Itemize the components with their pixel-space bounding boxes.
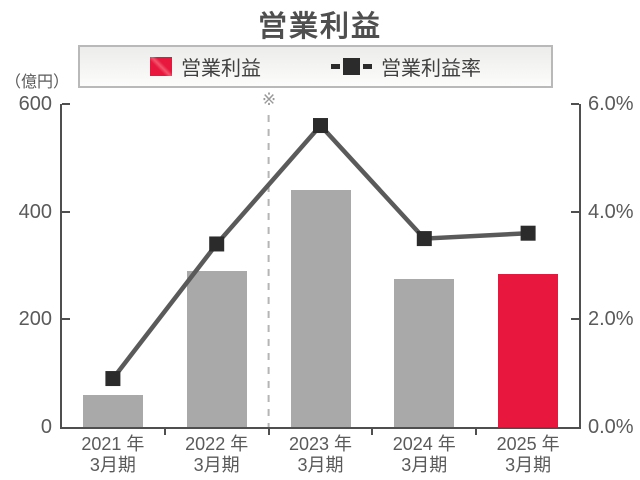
chart-title: 営業利益 <box>257 11 382 43</box>
x-boundary-tick-4 <box>475 429 478 435</box>
line-marker-4 <box>416 231 432 247</box>
operating-margin-line <box>111 122 529 380</box>
x-axis-label-3: 2023 年 3月期 <box>288 434 353 475</box>
legend-bar-label: 営業利益 <box>181 58 261 80</box>
line-marker-1 <box>105 371 121 387</box>
y-axis-left <box>60 104 62 429</box>
left-tick-200 <box>62 318 70 321</box>
x-axis-label-5: 2025 年 3月期 <box>496 434 560 475</box>
left-axis-tick-label: 200 <box>18 308 52 331</box>
bar-1 <box>82 394 143 427</box>
bar-4 <box>394 279 455 427</box>
left-axis-tick-label: 600 <box>18 93 52 115</box>
x-boundary-tick-2 <box>267 429 270 435</box>
x-boundary-tick-1 <box>163 429 166 435</box>
right-axis-tick-label: 0.0% <box>588 416 634 438</box>
footnote-marker: ※ <box>261 90 277 109</box>
left-axis-tick-label: 400 <box>18 200 52 223</box>
left-tick-400 <box>62 210 70 213</box>
right-axis-tick-label: 6.0% <box>588 93 634 115</box>
x-axis-label-4: 2024 年 3月期 <box>392 434 456 475</box>
x-boundary-tick-3 <box>371 429 374 435</box>
right-axis-tick-label: 4.0% <box>588 200 634 223</box>
legend-line-label: 営業利益率 <box>381 58 481 80</box>
line-marker-3 <box>313 118 328 134</box>
right-tick-600 <box>571 103 579 105</box>
left-axis-unit: （億円） <box>5 74 70 91</box>
legend-item-operating-margin: 営業利益率 <box>331 52 481 81</box>
right-tick-400 <box>571 210 579 213</box>
y-axis-right <box>579 104 581 429</box>
left-tick-600 <box>62 103 70 105</box>
line-marker-2 <box>209 236 225 252</box>
bar-3 <box>290 190 351 427</box>
line-marker-5 <box>520 225 536 241</box>
legend-item-operating-profit: 営業利益 <box>150 52 261 81</box>
left-axis-tick-label: 0 <box>40 416 52 438</box>
plot-area <box>61 104 580 427</box>
bar-5 <box>498 273 559 427</box>
x-axis <box>60 427 581 429</box>
legend: 営業利益 営業利益率 <box>78 45 553 88</box>
x-axis-label-2: 2022 年 3月期 <box>185 434 249 475</box>
bar-swatch-icon <box>150 57 172 76</box>
bar-2 <box>186 270 247 427</box>
x-axis-label-1: 2021 年 3月期 <box>81 434 145 475</box>
right-tick-200 <box>571 318 579 321</box>
line-series-overlay <box>105 115 536 427</box>
right-axis-tick-label: 2.0% <box>588 308 634 331</box>
line-marker-icon <box>331 58 372 75</box>
